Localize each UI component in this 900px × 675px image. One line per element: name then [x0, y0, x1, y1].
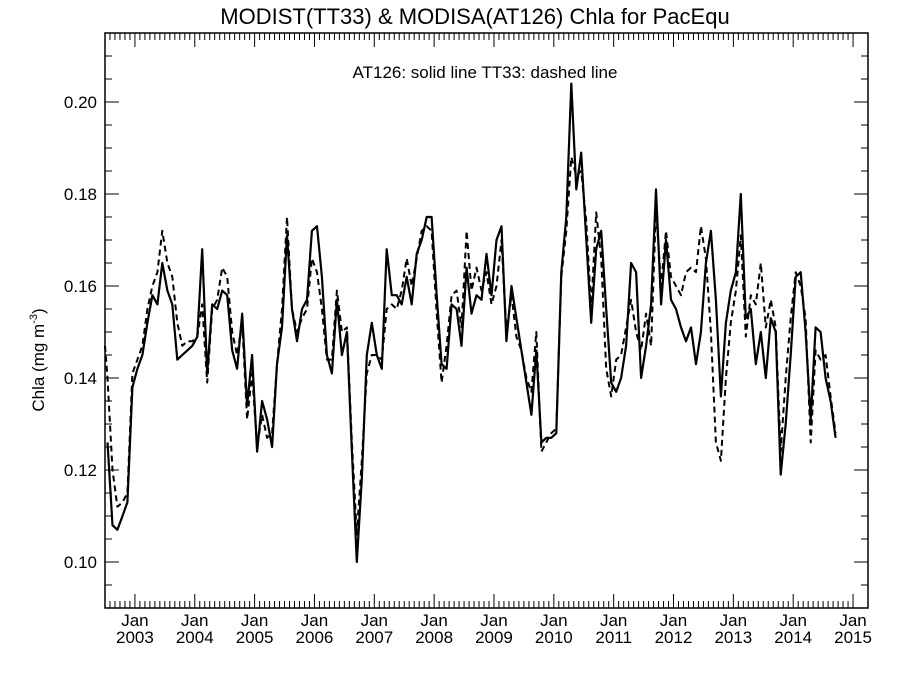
x-tick-label-year: 2010 — [535, 628, 573, 647]
x-tick-label-year: 2009 — [475, 628, 513, 647]
x-tick-label-month: Jan — [181, 611, 208, 630]
x-tick-label-year: 2013 — [714, 628, 752, 647]
x-tick-label-year: 2003 — [116, 628, 154, 647]
legend-annotation: AT126: solid line TT33: dashed line — [353, 63, 618, 82]
series-line-at126 — [106, 82, 837, 564]
y-axis-label: Chla (mg m-3) — [28, 308, 48, 411]
x-tick-label-month: Jan — [540, 611, 567, 630]
x-tick-label-month: Jan — [241, 611, 268, 630]
plot-area: 0.100.120.140.160.180.20Jan2003Jan2004Ja… — [64, 32, 872, 647]
x-tick-label-year: 2014 — [774, 628, 812, 647]
x-tick-label-month: Jan — [839, 611, 866, 630]
x-tick-label-year: 2012 — [655, 628, 693, 647]
x-tick-label-month: Jan — [600, 611, 627, 630]
y-tick-label: 0.20 — [64, 93, 97, 112]
x-tick-label-month: Jan — [361, 611, 388, 630]
y-tick-label: 0.14 — [64, 369, 97, 388]
x-tick-label-month: Jan — [660, 611, 687, 630]
x-tick-label-month: Jan — [121, 611, 148, 630]
x-tick-label-year: 2005 — [236, 628, 274, 647]
y-tick-label: 0.16 — [64, 277, 97, 296]
x-tick-label-month: Jan — [301, 611, 328, 630]
x-tick-label-month: Jan — [420, 611, 447, 630]
x-tick-label-year: 2004 — [176, 628, 214, 647]
x-tick-label-year: 2006 — [296, 628, 334, 647]
x-tick-label-year: 2007 — [355, 628, 393, 647]
x-tick-label-year: 2011 — [595, 628, 632, 647]
y-tick-label: 0.10 — [64, 553, 97, 572]
y-tick-label: 0.18 — [64, 185, 97, 204]
chart-title: MODIST(TT33) & MODISA(AT126) Chla for Pa… — [220, 4, 729, 29]
x-tick-label-year: 2008 — [415, 628, 453, 647]
x-tick-label-year: 2015 — [834, 628, 872, 647]
y-tick-label: 0.12 — [64, 461, 97, 480]
x-tick-label-month: Jan — [480, 611, 507, 630]
series-line-tt33 — [104, 156, 837, 536]
x-tick-label-month: Jan — [720, 611, 747, 630]
x-tick-label-month: Jan — [779, 611, 806, 630]
plot-frame — [104, 32, 869, 609]
